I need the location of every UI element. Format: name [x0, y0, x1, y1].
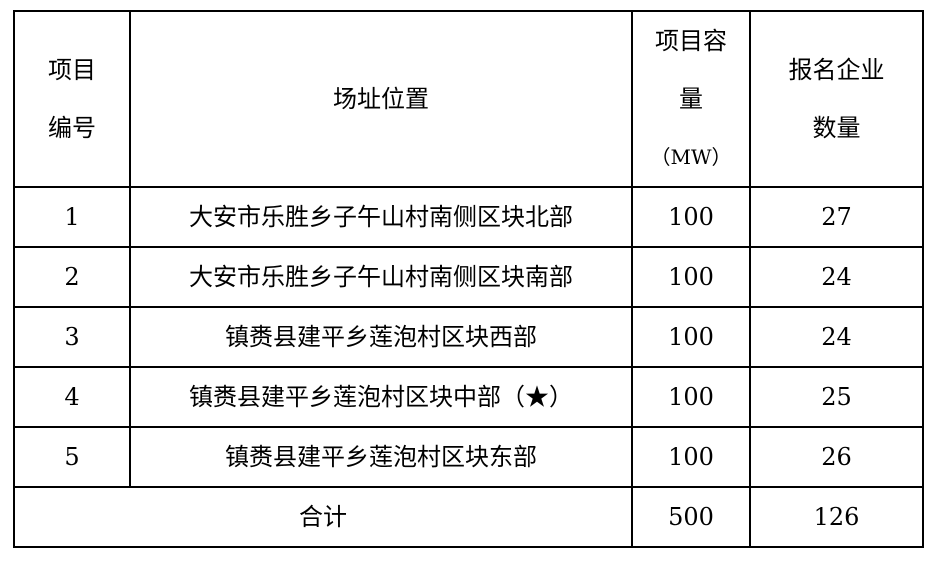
- table-row: 1 大安市乐胜乡子午山村南侧区块北部 100 27: [13, 186, 924, 248]
- total-label: 合计: [13, 486, 633, 548]
- header-id: 项目 编号: [13, 10, 131, 188]
- cell-location: 大安市乐胜乡子午山村南侧区块北部: [129, 186, 633, 248]
- cell-id: 1: [13, 186, 131, 248]
- cell-capacity: 100: [631, 306, 751, 368]
- table-row: 2 大安市乐胜乡子午山村南侧区块南部 100 24: [13, 246, 924, 308]
- cell-companies: 24: [749, 246, 924, 308]
- header-id-line2: 编号: [48, 114, 96, 142]
- cell-id: 2: [13, 246, 131, 308]
- header-capacity-line2: 量: [679, 85, 703, 113]
- cell-id: 5: [13, 426, 131, 488]
- header-companies: 报名企业 数量: [749, 10, 924, 188]
- cell-location: 镇赉县建平乡莲泡村区块西部: [129, 306, 633, 368]
- cell-id: 3: [13, 306, 131, 368]
- header-location: 场址位置: [129, 10, 633, 188]
- total-row: 合计 500 126: [13, 486, 924, 548]
- cell-capacity: 100: [631, 246, 751, 308]
- table-row: 5 镇赉县建平乡莲泡村区块东部 100 26: [13, 426, 924, 488]
- cell-companies: 26: [749, 426, 924, 488]
- header-capacity-line1: 项目容: [655, 27, 727, 55]
- header-capacity-unit: （MW）: [650, 145, 732, 169]
- header-id-line1: 项目: [48, 56, 96, 84]
- cell-companies: 25: [749, 366, 924, 428]
- total-capacity: 500: [631, 486, 751, 548]
- cell-id: 4: [13, 366, 131, 428]
- table-row: 3 镇赉县建平乡莲泡村区块西部 100 24: [13, 306, 924, 368]
- cell-location: 大安市乐胜乡子午山村南侧区块南部: [129, 246, 633, 308]
- cell-capacity: 100: [631, 426, 751, 488]
- table-row: 4 镇赉县建平乡莲泡村区块中部（★） 100 25: [13, 366, 924, 428]
- header-capacity: 项目容量 （MW）: [631, 10, 751, 188]
- total-companies: 126: [749, 486, 924, 548]
- cell-location: 镇赉县建平乡莲泡村区块东部: [129, 426, 633, 488]
- header-row: 项目编号 场址位置 项目容量 （MW） 报名企业数量: [13, 10, 924, 188]
- cell-location: 镇赉县建平乡莲泡村区块中部（★）: [129, 366, 633, 428]
- cell-companies: 24: [749, 306, 924, 368]
- header-companies-line2: 数量: [812, 114, 861, 142]
- cell-capacity: 100: [631, 186, 751, 248]
- project-table: 项目编号 场址位置 项目容量 （MW） 报名企业数量 1 大安市乐胜乡子午山村南侧…: [13, 10, 924, 548]
- header-companies-line1: 报名企业: [788, 56, 885, 84]
- cell-capacity: 100: [631, 366, 751, 428]
- cell-companies: 27: [749, 186, 924, 248]
